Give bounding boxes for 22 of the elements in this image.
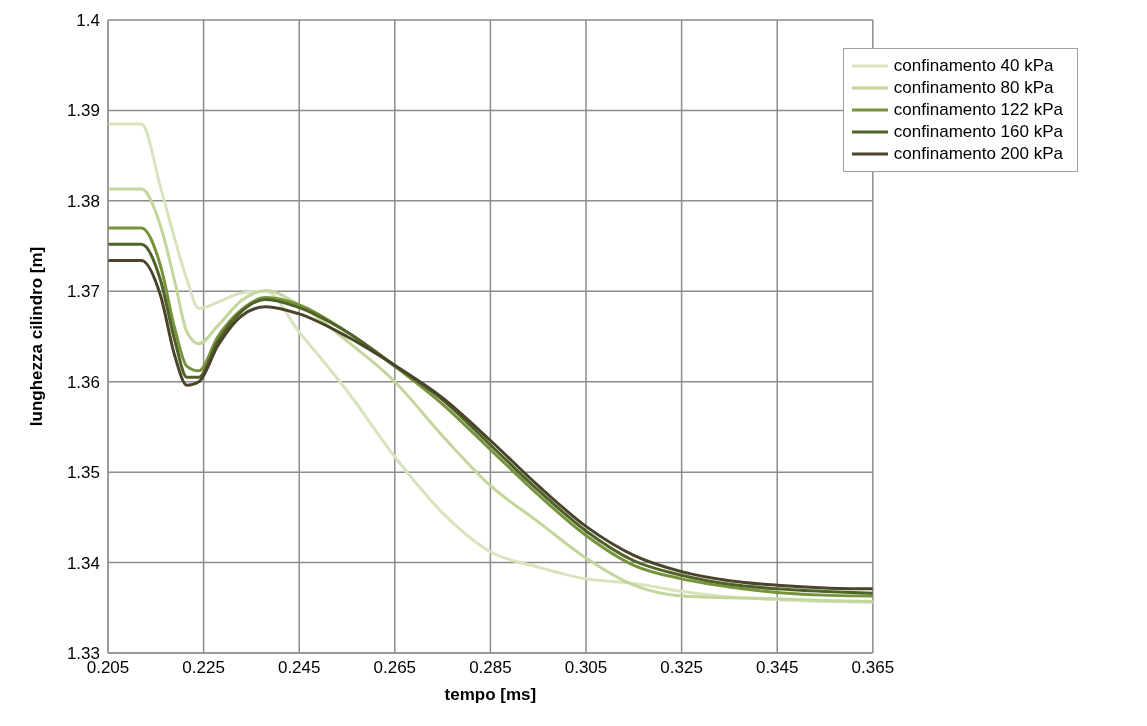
legend-label: confinamento 122 kPa <box>893 99 1063 121</box>
y-tick-label: 1.35 <box>66 463 100 483</box>
y-tick-label: 1.37 <box>66 282 100 302</box>
y-tick-label: 1.38 <box>66 191 100 211</box>
y-tick-label: 1.4 <box>76 11 100 31</box>
x-tick-label: 0.265 <box>373 658 417 678</box>
x-tick-label: 0.305 <box>564 658 608 678</box>
legend-label: confinamento 80 kPa <box>893 77 1054 99</box>
y-axis-title: lunghezza cilindro [m] <box>27 246 47 427</box>
x-tick-label: 0.225 <box>182 658 225 678</box>
x-tick-label: 0.345 <box>755 658 799 678</box>
legend-label: confinamento 200 kPa <box>893 143 1063 165</box>
x-tick-label: 0.285 <box>469 658 512 678</box>
x-tick-label: 0.245 <box>277 658 321 678</box>
y-tick-label: 1.34 <box>66 553 100 573</box>
x-tick-label: 0.325 <box>660 658 703 678</box>
legend-label: confinamento 160 kPa <box>893 121 1063 143</box>
y-tick-label: 1.36 <box>66 372 100 392</box>
legend-label: confinamento 40 kPa <box>893 55 1054 77</box>
x-tick-label: 0.365 <box>851 658 895 678</box>
x-axis-title: tempo [ms] <box>444 685 537 704</box>
y-tick-label: 1.39 <box>66 101 100 121</box>
